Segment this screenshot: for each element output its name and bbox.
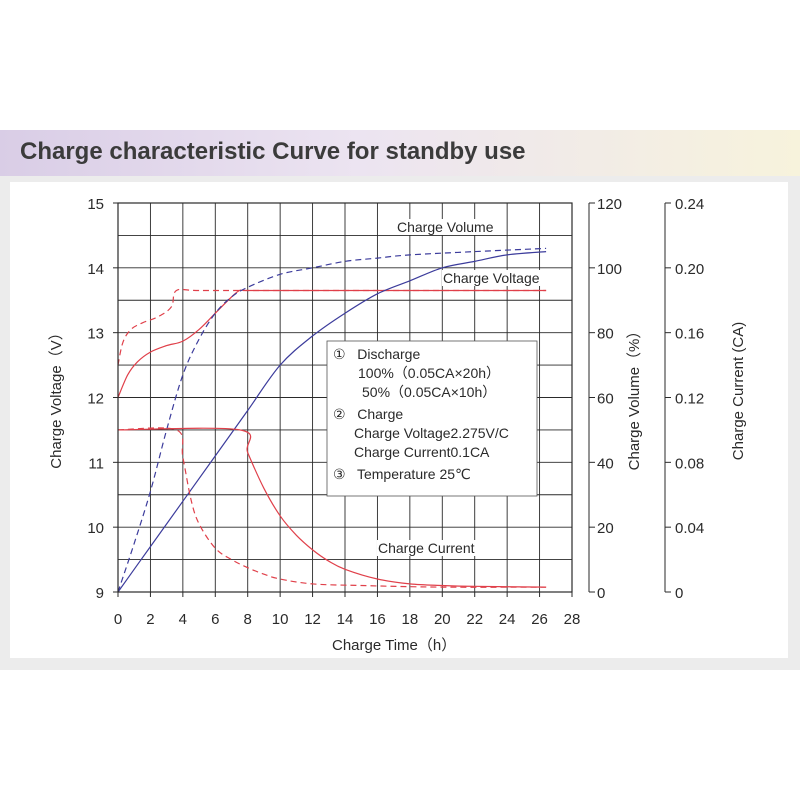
x-axis-label: Charge Time（h） [332, 637, 456, 654]
x-tick-label: 4 [179, 611, 187, 628]
annotation-line-4: ② Charge [333, 406, 403, 422]
x-tick-label: 8 [244, 611, 252, 628]
current-curve-50pct [117, 427, 547, 588]
volume-tick-label: 120 [597, 196, 622, 213]
voltage-tick-label: 15 [87, 196, 104, 213]
voltage-tick-label: 11 [88, 455, 104, 472]
annotation-line-2: 100%（0.05CA×20h） [358, 365, 500, 381]
y-axis-label-current: Charge Current (CA) [730, 322, 747, 460]
x-tick-label: 16 [369, 611, 386, 628]
annotation-line-6: Charge Current0.1CA [354, 444, 490, 460]
volume-curve-100pct [117, 251, 547, 593]
x-tick-label: 18 [402, 611, 419, 628]
current-tick-label: 0.24 [675, 196, 704, 213]
current-curve-label: Charge Current [378, 540, 475, 556]
current-tick-label: 0.16 [675, 326, 704, 343]
x-tick-label: 6 [211, 611, 219, 628]
volume-tick-label: 60 [597, 391, 614, 408]
voltage-tick-label: 9 [96, 585, 104, 602]
annotation-line-1: ① Discharge [333, 346, 420, 362]
voltage-curve-50pct [117, 288, 547, 366]
annotation-line-3: 50%（0.05CA×10h） [362, 384, 496, 400]
volume-tick-label: 80 [597, 326, 614, 343]
annotation-line-7: ③ Temperature 25℃ [333, 466, 471, 482]
x-tick-label: 12 [304, 611, 321, 628]
curves-layer [117, 247, 547, 593]
annotation-line-5: Charge Voltage2.275V/C [354, 425, 509, 441]
volume-tick-label: 40 [597, 455, 614, 472]
volume-curve-50pct [117, 247, 547, 593]
x-tick-label: 2 [146, 611, 154, 628]
annotation-box [326, 340, 538, 497]
x-tick-label: 20 [434, 611, 451, 628]
volume-tick-label: 100 [597, 261, 622, 278]
current-tick-label: 0.12 [675, 391, 704, 408]
current-tick-label: 0.04 [675, 520, 704, 537]
x-tick-label: 28 [564, 611, 581, 628]
x-tick-label: 22 [466, 611, 483, 628]
volume-label-bg [396, 219, 506, 235]
y-axis-label-volume: Charge Volume（%） [626, 324, 643, 471]
volume-tick-label: 20 [597, 520, 614, 537]
page-title: Charge characteristic Curve for standby … [20, 138, 526, 165]
x-tick-label: 0 [114, 611, 122, 628]
axes-layer: 0 2 4 6 8 10 12 14 16 18 20 22 24 26 28910111213141502… [87, 196, 704, 628]
current-tick-label: 0.20 [675, 261, 704, 278]
voltage-tick-label: 13 [87, 326, 104, 343]
x-tick-label: 26 [531, 611, 548, 628]
voltage-tick-label: 10 [87, 520, 104, 537]
x-tick-label: 14 [337, 611, 354, 628]
voltage-tick-label: 12 [87, 391, 104, 408]
current-curve-100pct [117, 427, 547, 588]
title-banner: Charge characteristic Curve for standby … [0, 130, 800, 176]
volume-curve-label: Charge Volume [397, 219, 494, 235]
current-label-bg [377, 540, 487, 556]
x-tick-label: 10 [272, 611, 289, 628]
volume-tick-label: 0 [597, 585, 605, 602]
current-tick-label: 0.08 [675, 455, 704, 472]
y-axis-label-voltage: Charge Voltage（V） [48, 325, 65, 468]
voltage-curve-label: Charge Voltage [443, 270, 540, 286]
current-tick-label: 0 [675, 585, 683, 602]
voltage-tick-label: 14 [87, 261, 104, 278]
x-tick-label: 24 [499, 611, 516, 628]
voltage-label-bg [442, 270, 552, 286]
